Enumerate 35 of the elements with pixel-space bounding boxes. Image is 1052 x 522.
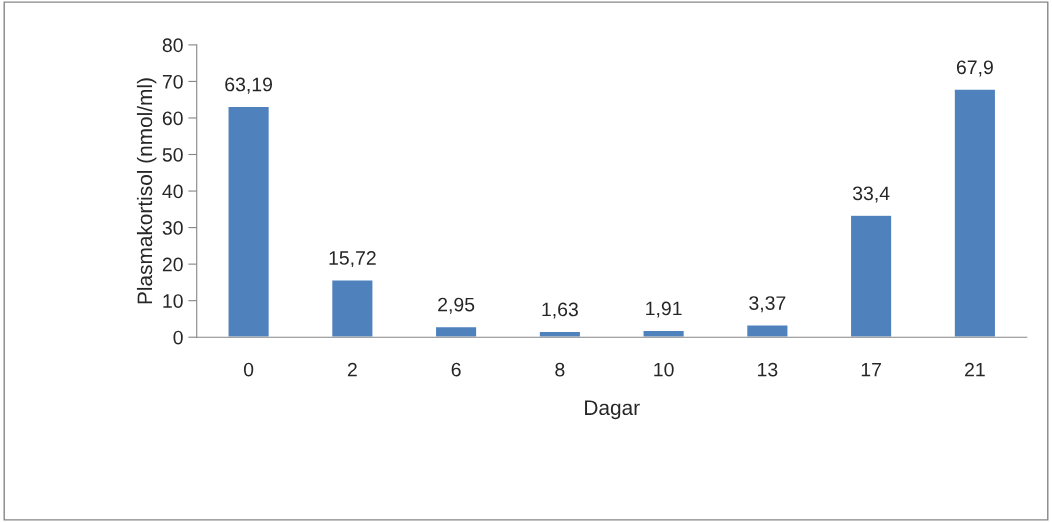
bar — [227, 105, 271, 338]
y-tick-label: 40 — [162, 184, 183, 199]
y-tick-label: 50 — [162, 147, 183, 162]
y-axis-title: Plasmakortisol (nmol/ml) — [136, 78, 157, 304]
bar — [642, 329, 686, 338]
y-tick-label: 10 — [163, 294, 183, 308]
x-axis-title: Dagar — [585, 400, 640, 420]
x-tick-label: 0 — [243, 362, 254, 377]
bar — [745, 324, 789, 338]
bar — [849, 214, 893, 338]
bar — [434, 325, 478, 338]
bar — [953, 88, 997, 338]
y-tick-label: 0 — [173, 330, 183, 345]
y-tick-label: 70 — [162, 74, 183, 89]
y-tick-label: 60 — [162, 111, 183, 126]
x-tick-label: 21 — [965, 362, 985, 377]
x-tick-label: 13 — [758, 362, 778, 377]
x-tick-label: 2 — [347, 362, 357, 377]
data-label: 67,9 — [956, 60, 993, 77]
x-tick-label: 10 — [654, 362, 674, 377]
x-tick-label: 6 — [451, 362, 461, 377]
data-label: 33,4 — [852, 186, 890, 203]
data-label: 63,19 — [225, 77, 273, 94]
x-tick-label: 17 — [861, 362, 881, 377]
y-tick-label: 20 — [162, 257, 183, 272]
data-label: 3,37 — [749, 296, 786, 313]
data-label: 2,95 — [438, 297, 475, 314]
data-label: 1,63 — [542, 302, 578, 319]
bar — [330, 279, 374, 338]
data-label: 15,72 — [329, 251, 376, 268]
data-label: 1,91 — [646, 301, 682, 318]
x-tick-label: 8 — [555, 362, 565, 377]
y-tick-label: 80 — [162, 38, 183, 53]
y-tick-label: 30 — [162, 221, 183, 235]
bar — [538, 330, 582, 338]
